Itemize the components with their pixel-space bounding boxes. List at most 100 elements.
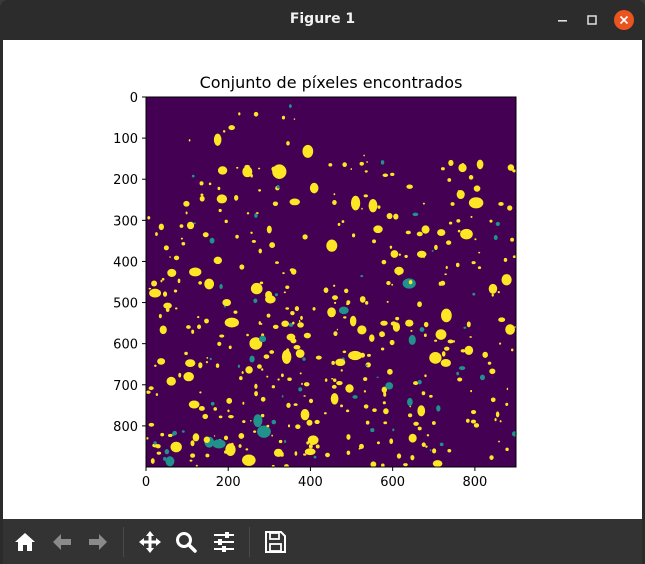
found-pixel-blob: [469, 336, 472, 338]
found-pixel-blob: [489, 455, 494, 460]
found-pixel-blob: [348, 350, 363, 361]
found-pixel-blob: [308, 444, 313, 449]
forward-button[interactable]: [85, 529, 111, 555]
found-pixel-blob: [456, 219, 461, 223]
found-pixel-blob: [191, 329, 195, 334]
found-pixel-blob: [512, 255, 517, 259]
found-pixel-blob: [357, 325, 367, 335]
figure-canvas[interactable]: Conjunto de píxeles encontrados 0 200 400 6…: [3, 40, 642, 519]
toolbar-separator: [249, 527, 250, 557]
found-pixel-blob: [436, 405, 441, 412]
home-button[interactable]: [12, 529, 38, 555]
found-pixel-blob: [383, 408, 389, 415]
found-pixel-blob: [352, 395, 358, 399]
found-pixel-blob: [163, 302, 172, 309]
found-pixel-blob: [197, 315, 200, 319]
found-pixel-blob: [421, 225, 430, 234]
found-pixel-blob: [161, 277, 165, 281]
found-pixel-blob: [360, 352, 366, 358]
found-pixel-blob: [342, 162, 347, 168]
found-pixel-blob: [272, 164, 287, 179]
found-pixel-blob: [303, 395, 306, 397]
found-pixel-blob: [417, 426, 422, 431]
maximize-button[interactable]: [582, 10, 602, 30]
found-pixel-blob: [366, 353, 371, 357]
found-pixel-blob: [441, 351, 446, 357]
found-pixel-blob: [505, 402, 509, 406]
found-pixel-blob: [389, 339, 395, 346]
found-pixel-blob: [203, 436, 210, 444]
found-pixel-blob: [158, 314, 162, 319]
y-axis: 0 100 200 300 400 500 600 700 800: [113, 91, 146, 435]
found-pixel-blob: [167, 433, 173, 438]
found-pixel-blob: [261, 368, 264, 371]
found-pixel-blob: [224, 219, 228, 224]
found-pixel-blob: [233, 310, 238, 314]
found-pixel-blob: [397, 272, 401, 276]
found-pixel-blob: [239, 376, 243, 381]
found-pixel-blob: [173, 289, 178, 293]
minimize-button[interactable]: [553, 10, 573, 30]
found-pixel-blob: [328, 163, 333, 167]
found-pixel-blob: [465, 418, 470, 423]
found-pixel-blob: [440, 167, 445, 171]
found-pixel-blob: [412, 212, 419, 217]
found-pixel-blob: [190, 453, 196, 458]
found-pixel-blob: [186, 325, 191, 329]
found-pixel-blob: [363, 154, 365, 157]
found-pixel-blob: [295, 349, 305, 358]
found-pixel-blob: [157, 358, 166, 365]
found-pixel-blob: [218, 415, 223, 419]
zoom-button[interactable]: [173, 529, 199, 555]
found-pixel-blob: [208, 182, 212, 186]
found-pixel-blob: [408, 334, 416, 345]
found-pixel-blob: [199, 391, 202, 394]
found-pixel-blob: [366, 161, 368, 163]
found-pixel-blob: [293, 403, 298, 406]
found-pixel-blob: [315, 355, 322, 360]
found-pixel-blob: [217, 166, 228, 175]
window-title: Figure 1: [289, 11, 356, 27]
found-pixel-blob: [205, 453, 210, 458]
found-pixel-blob: [499, 342, 502, 345]
found-pixel-blob: [280, 373, 284, 378]
found-pixel-blob: [226, 397, 233, 404]
found-pixel-blob: [408, 280, 413, 285]
found-pixel-blob: [385, 382, 394, 390]
found-pixel-blob: [266, 225, 272, 234]
found-pixel-blob: [179, 224, 184, 228]
save-button[interactable]: [262, 529, 288, 555]
found-pixel-blob: [312, 307, 316, 311]
y-tick-label: 800: [113, 420, 138, 435]
found-pixel-blob: [470, 389, 473, 393]
found-pixel-blob: [498, 440, 500, 443]
found-pixel-blob: [281, 320, 290, 327]
found-pixel-blob: [453, 340, 456, 343]
found-pixel-blob: [163, 456, 167, 461]
found-pixel-blob: [470, 215, 473, 218]
back-button[interactable]: [49, 529, 75, 555]
found-pixel-blob: [507, 205, 513, 211]
x-tick-label: 200: [216, 475, 241, 490]
pan-button[interactable]: [137, 529, 163, 555]
floppy-disk-icon: [265, 531, 286, 553]
close-button[interactable]: [614, 10, 634, 30]
found-pixel-blob: [286, 141, 290, 146]
found-pixel-blob: [289, 198, 301, 206]
found-pixel-blob: [431, 421, 436, 425]
magnifier-icon: [176, 532, 197, 553]
configure-subplots-button[interactable]: [211, 529, 237, 555]
found-pixel-blob: [447, 339, 454, 344]
found-pixel-blob: [489, 219, 493, 223]
found-pixel-blob: [493, 235, 498, 241]
found-pixel-blob: [338, 306, 349, 315]
title-bar[interactable]: Figure 1: [0, 0, 645, 40]
found-pixel-blob: [199, 181, 204, 186]
found-pixel-blob: [468, 197, 484, 209]
found-pixel-blob: [340, 369, 343, 372]
found-pixel-blob: [331, 377, 334, 380]
found-pixel-blob: [444, 346, 450, 351]
y-tick-label: 0: [130, 91, 138, 106]
found-pixel-blob: [213, 133, 222, 146]
found-pixel-blob: [489, 368, 496, 375]
